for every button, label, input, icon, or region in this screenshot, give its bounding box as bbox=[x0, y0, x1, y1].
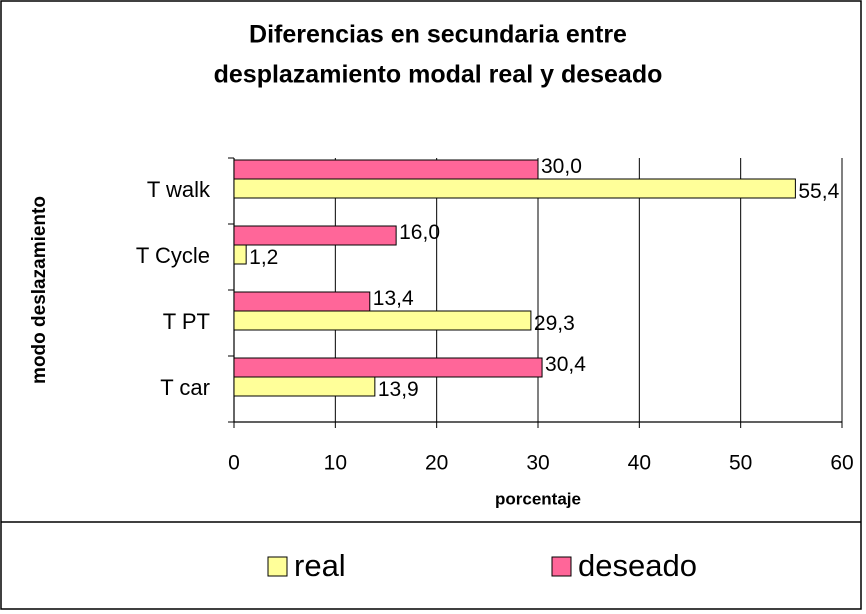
y-axis-label: modo deslazamiento bbox=[29, 196, 50, 384]
value-label: 55,4 bbox=[798, 180, 839, 203]
x-axis-label: porcentaje bbox=[495, 489, 581, 508]
x-tick-label: 20 bbox=[425, 452, 448, 475]
value-label: 16,0 bbox=[399, 221, 440, 244]
value-label: 13,4 bbox=[373, 287, 414, 310]
value-label: 13,9 bbox=[378, 378, 419, 401]
chart-title: Diferencias en secundaria entre bbox=[249, 21, 627, 49]
bar bbox=[233, 357, 543, 378]
legend-swatch bbox=[267, 556, 288, 577]
legend-swatch bbox=[551, 556, 572, 577]
value-label: 1,2 bbox=[249, 246, 278, 269]
bar bbox=[233, 159, 539, 180]
bar bbox=[233, 225, 397, 246]
y-tick-label: T PT bbox=[163, 309, 210, 334]
x-tick-label: 0 bbox=[228, 452, 240, 475]
value-label: 29,3 bbox=[534, 312, 575, 335]
y-tick-label: T car bbox=[160, 375, 210, 400]
x-tick-label: 10 bbox=[324, 452, 347, 475]
value-label: 30,4 bbox=[545, 353, 586, 376]
bar bbox=[233, 244, 247, 265]
bar bbox=[233, 178, 796, 199]
y-tick-label: T Cycle bbox=[136, 243, 210, 268]
x-tick-label: 60 bbox=[830, 452, 853, 475]
value-label: 30,0 bbox=[541, 155, 582, 178]
x-tick-label: 40 bbox=[628, 452, 651, 475]
legend-label: real bbox=[294, 548, 346, 583]
legend-label: deseado bbox=[578, 548, 697, 583]
bar bbox=[233, 376, 376, 397]
bar bbox=[233, 310, 532, 331]
x-tick-label: 30 bbox=[526, 452, 549, 475]
bar bbox=[233, 291, 371, 312]
x-tick-label: 50 bbox=[729, 452, 752, 475]
y-tick-label: T walk bbox=[147, 177, 211, 202]
chart-title: desplazamiento modal real y deseado bbox=[214, 61, 663, 89]
